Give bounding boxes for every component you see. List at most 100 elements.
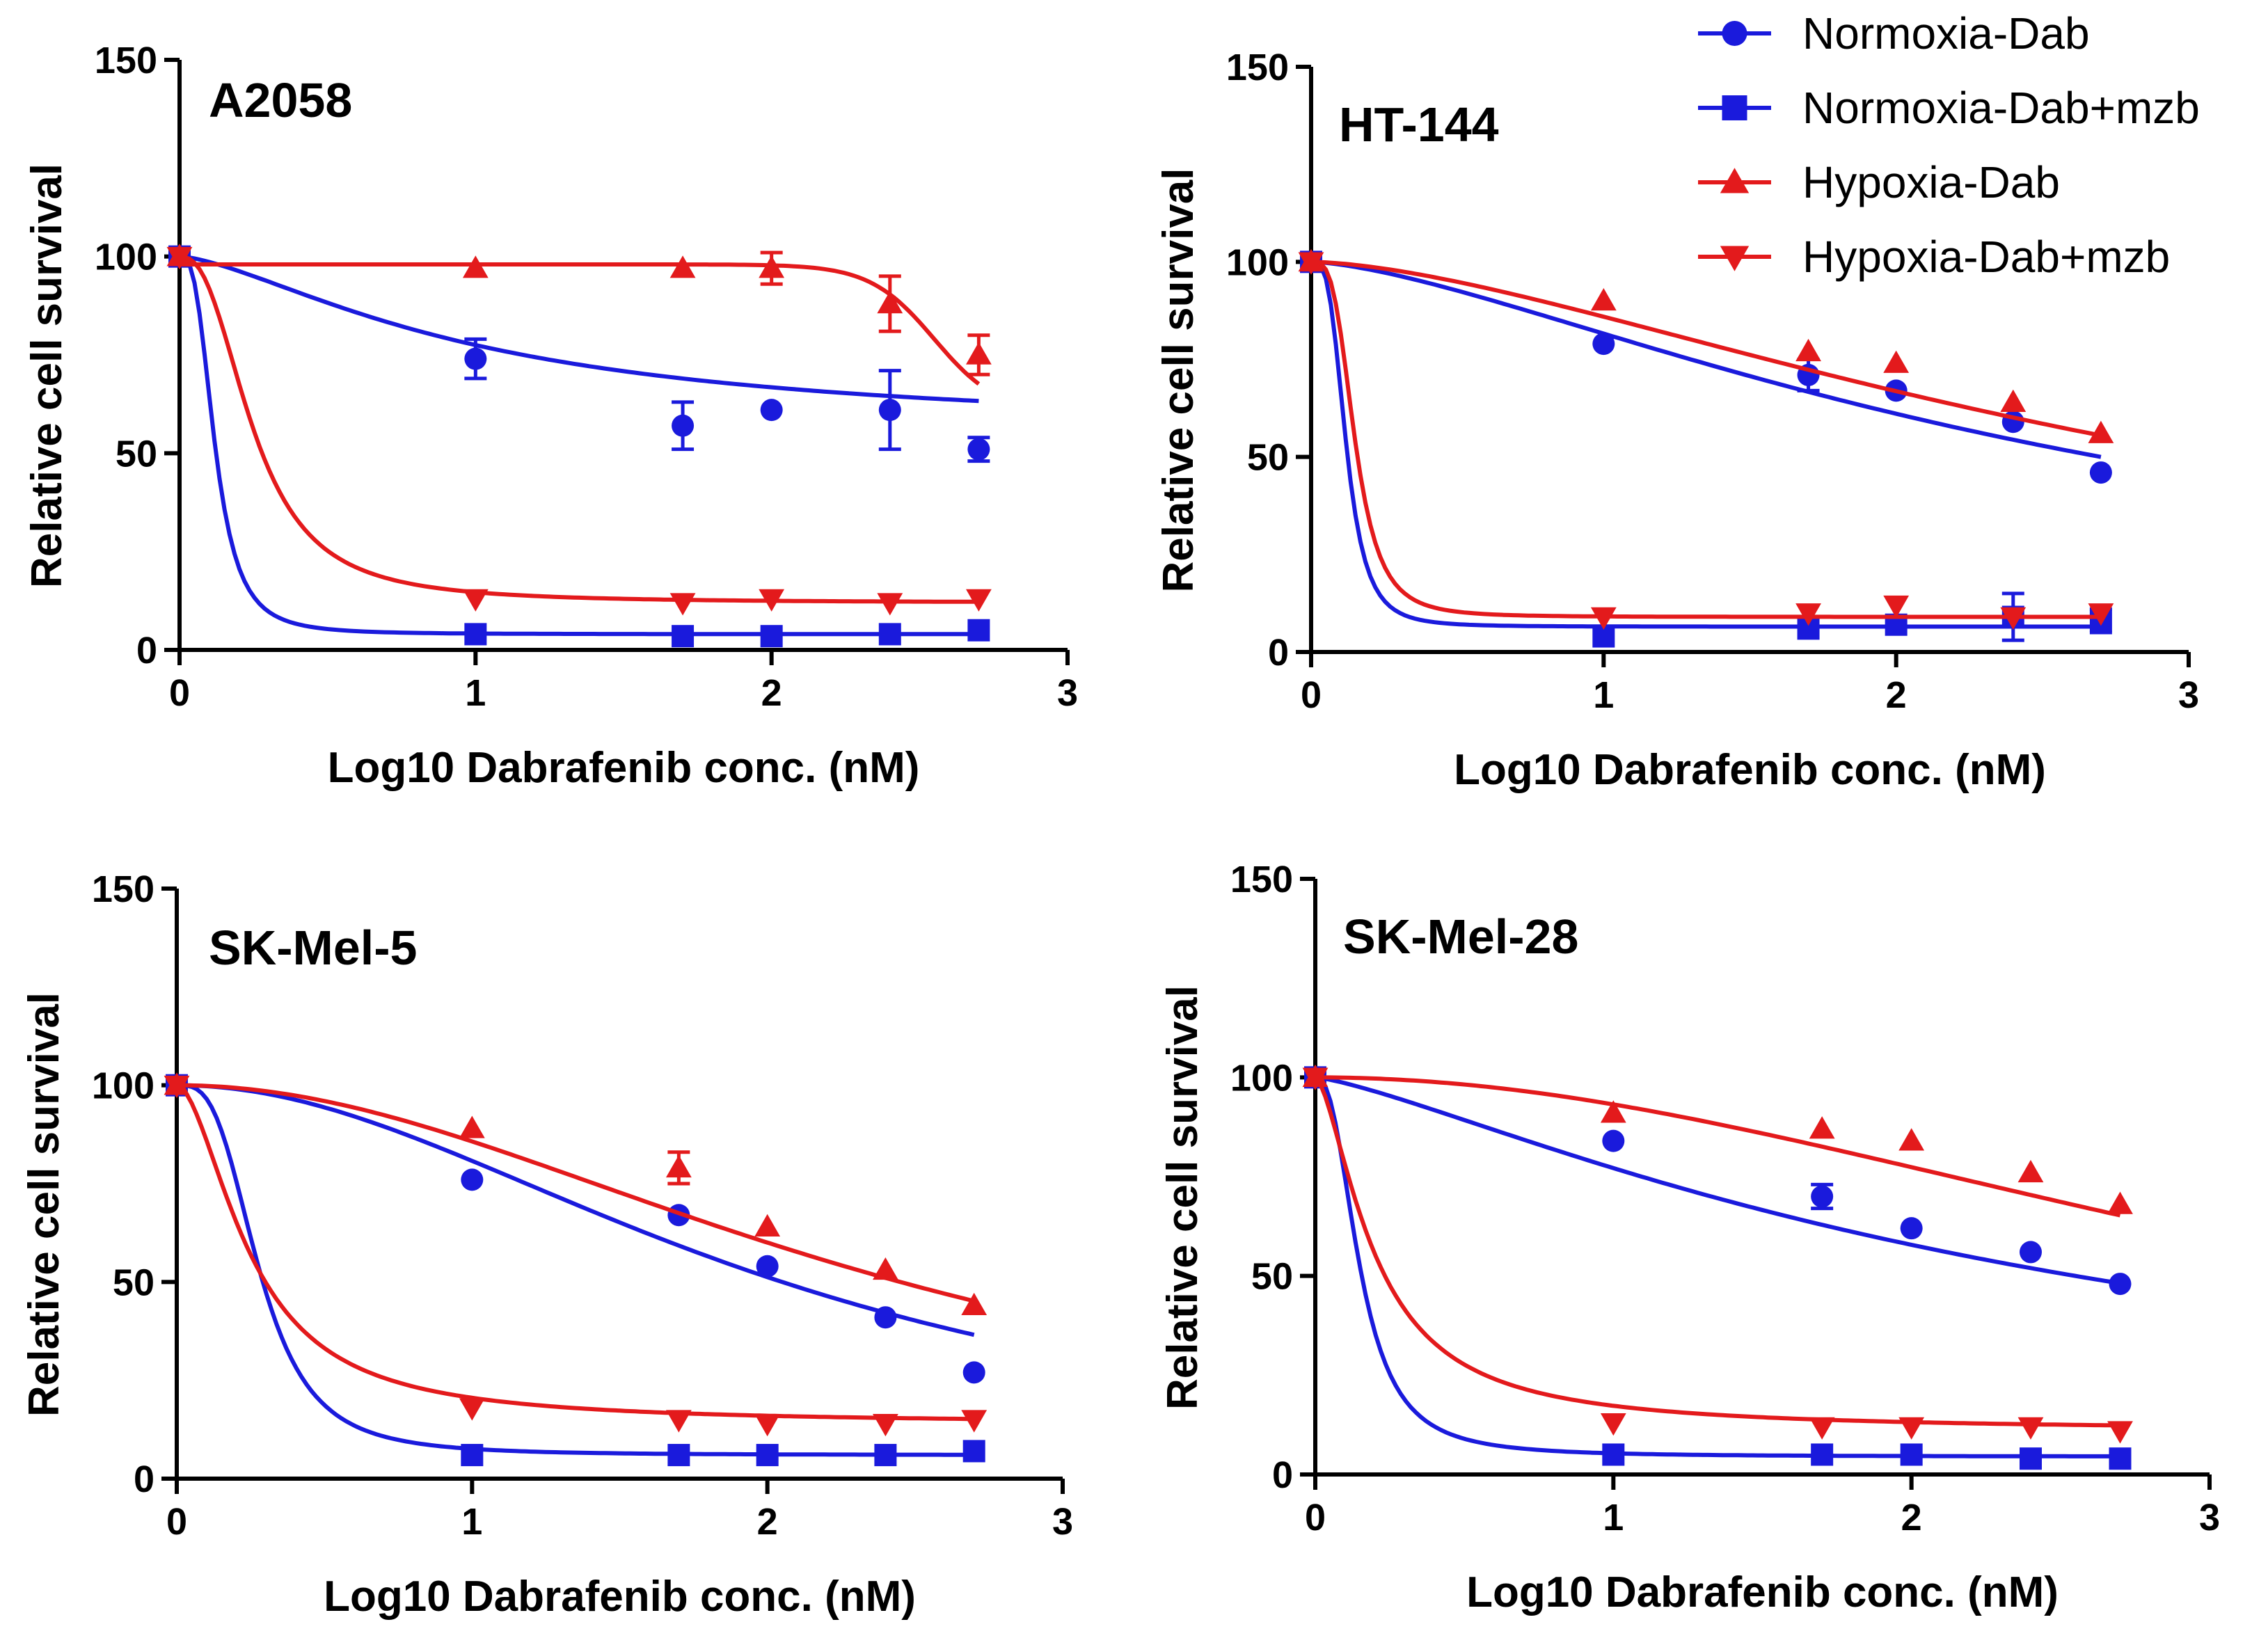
data-point [1590, 607, 1617, 630]
data-point [164, 1075, 190, 1099]
y-tick-label: 100 [92, 1065, 154, 1107]
series-normoxia-dab [1304, 1066, 2132, 1296]
data-point [462, 255, 489, 278]
data-point [1809, 1116, 1835, 1139]
legend-marker-square [1722, 95, 1747, 120]
data-point [961, 1410, 988, 1433]
data-point [1811, 1185, 1834, 1208]
data-point [1883, 595, 1910, 619]
legend: Normoxia-Dab Normoxia-Dab+mzb Hypoxia-Dab H… [1698, 8, 2200, 282]
data-point [462, 589, 489, 612]
y-axis-title: Relative cell survival [23, 164, 71, 588]
x-axis-title: Log10 Dabrafenib conc. (nM) [1466, 1568, 2059, 1616]
data-point [967, 619, 990, 642]
fit-curve [1315, 1075, 2120, 1286]
data-point [754, 1414, 781, 1437]
legend-label: Hypoxia-Dab+mzb [1802, 232, 2170, 282]
fit-curve [1315, 1075, 2121, 1218]
fit-curve [180, 262, 981, 386]
x-tick-label: 1 [1593, 674, 1614, 716]
data-point [1900, 1443, 1923, 1466]
series-normoxia-dab [168, 245, 990, 463]
series-normoxia-dab-mzb [1304, 1066, 2132, 1470]
data-point [873, 1257, 898, 1280]
fit-curve [177, 1083, 975, 1337]
data-point [877, 593, 903, 616]
data-point [967, 438, 990, 461]
legend-marker-triangle-down [1720, 246, 1750, 271]
data-point [2020, 1447, 2042, 1470]
x-tick-label: 3 [1052, 1501, 1073, 1543]
x-tick-label: 0 [166, 1501, 187, 1543]
data-point [1592, 333, 1615, 356]
data-point [873, 1414, 898, 1437]
chart-panel-2: 0 50 100 150 0 1 2 3 Log10 Dabrafenib conc. (nM)… [1155, 47, 2199, 794]
x-axis-title: Log10 Dabrafenib conc. (nM) [328, 744, 920, 792]
data-point [754, 1214, 781, 1237]
data-point [1795, 603, 1821, 626]
x-tick-label: 0 [169, 672, 190, 714]
y-tick-label: 0 [1272, 1454, 1293, 1496]
data-point [1602, 1443, 1625, 1466]
data-point [461, 1444, 484, 1467]
fit-curve [1315, 1075, 2120, 1458]
x-tick-label: 2 [1886, 674, 1907, 716]
data-point [756, 1444, 779, 1467]
fit-curve [1313, 1076, 2120, 1428]
y-axis-title: Relative cell survival [20, 992, 68, 1417]
series-normoxia-dab [166, 1074, 985, 1384]
data-point [1600, 1413, 1626, 1436]
series-normoxia-dab-mzb [166, 1074, 985, 1467]
panel-title: SK-Mel-5 [209, 921, 417, 975]
fit-curve [175, 1083, 974, 1422]
data-point [665, 1154, 692, 1178]
data-point [459, 1398, 485, 1421]
legend-item: Normoxia-Dab [1698, 8, 2090, 58]
data-point [2109, 1273, 2132, 1296]
data-point [2000, 607, 2027, 630]
legend-item: Hypoxia-Dab [1698, 157, 2060, 207]
data-point [759, 589, 785, 612]
legend-marker-triangle-up [1720, 168, 1750, 193]
legend-marker-circle [1722, 21, 1747, 46]
data-point [1883, 350, 1910, 373]
data-point [669, 593, 696, 616]
data-point [759, 255, 785, 278]
data-point [961, 1292, 988, 1316]
data-point [2020, 1241, 2042, 1264]
series-hypoxia-dab-mzb [1302, 1067, 2133, 1444]
x-tick-label: 3 [2178, 674, 2199, 716]
y-tick-label: 0 [1268, 632, 1289, 674]
data-point [2109, 1447, 2132, 1470]
data-point [874, 1444, 897, 1467]
panel-title: A2058 [209, 73, 352, 127]
panel-title: HT-144 [1339, 97, 1499, 152]
data-point [1809, 1417, 1835, 1440]
series-normoxia-dab [1300, 251, 2112, 484]
data-point [2107, 1421, 2133, 1444]
data-point [2000, 389, 2027, 412]
legend-item: Normoxia-Dab+mzb [1698, 83, 2200, 133]
data-point [667, 1444, 690, 1467]
data-point [874, 1306, 897, 1329]
data-point [669, 255, 696, 278]
x-tick-label: 3 [1057, 672, 1078, 714]
series-hypoxia-dab-mzb [164, 1075, 988, 1437]
data-point [1795, 338, 1821, 362]
chart-panel-4: 0 50 100 150 0 1 2 3 Log10 Dabrafenib conc. (nM)… [1159, 859, 2220, 1616]
y-axis-title: Relative cell survival [1155, 168, 1203, 592]
y-tick-label: 50 [1247, 437, 1289, 479]
x-tick-label: 3 [2199, 1497, 2220, 1538]
y-tick-label: 150 [92, 868, 154, 910]
x-tick-label: 2 [761, 672, 782, 714]
data-point [1600, 1100, 1626, 1123]
series-hypoxia-dab-mzb [166, 246, 992, 616]
fit-curve [179, 254, 979, 604]
data-point [2088, 420, 2114, 443]
data-point [665, 1410, 692, 1433]
y-tick-label: 100 [95, 237, 157, 278]
fit-curve [1310, 260, 2102, 438]
data-point [877, 291, 903, 314]
legend-item: Hypoxia-Dab+mzb [1698, 232, 2170, 282]
